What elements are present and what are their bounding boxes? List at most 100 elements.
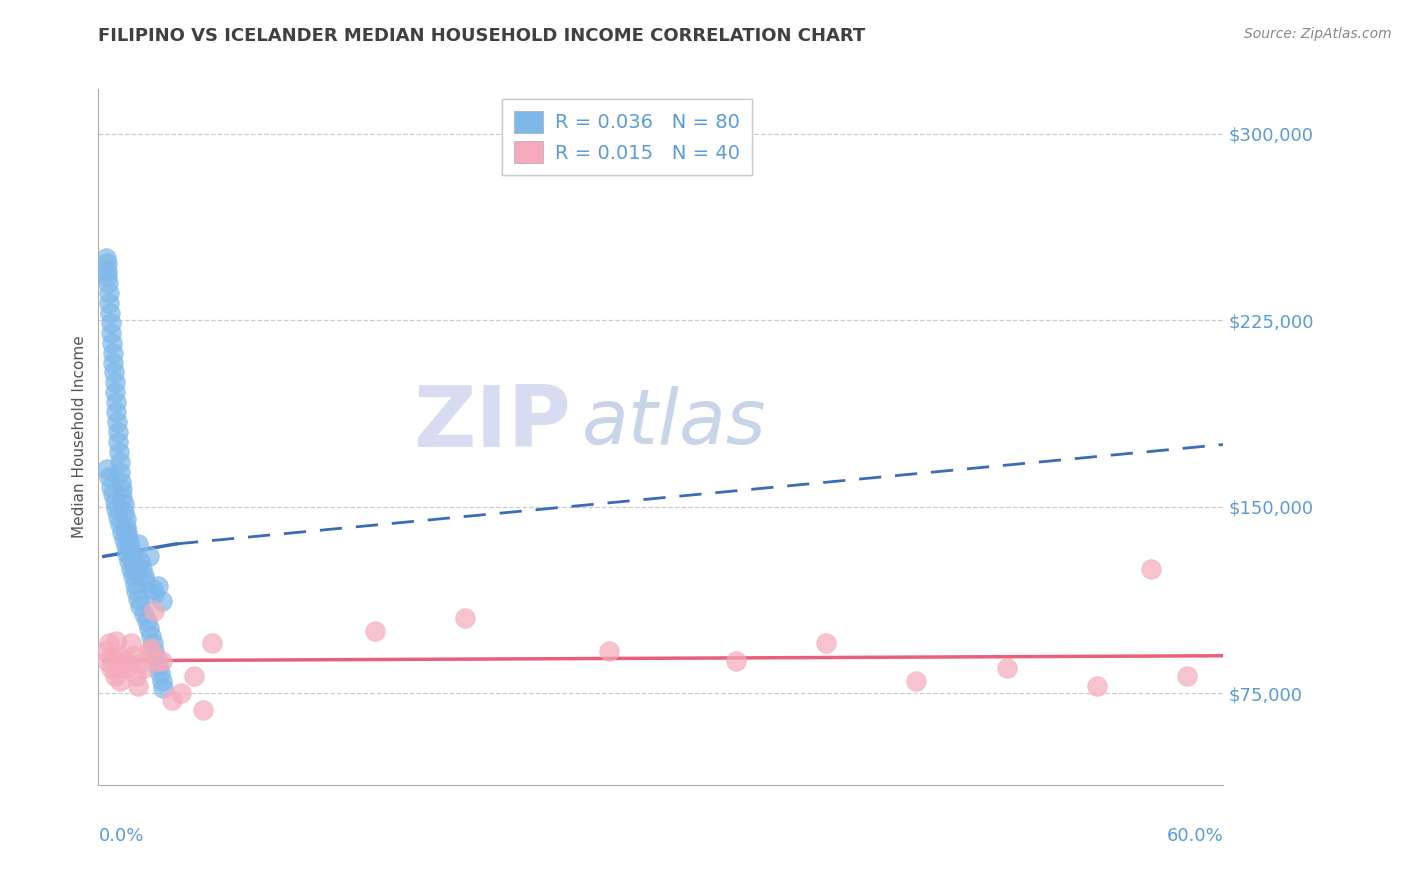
Point xyxy=(143,644,166,658)
Point xyxy=(143,604,166,618)
Point xyxy=(111,482,134,496)
Point xyxy=(152,681,174,695)
Point xyxy=(108,465,131,479)
Point xyxy=(98,285,121,300)
Point xyxy=(142,582,165,596)
Point xyxy=(814,636,837,650)
Point xyxy=(117,529,139,543)
Point xyxy=(995,661,1018,675)
Point xyxy=(114,540,136,554)
Point xyxy=(138,621,160,635)
Point xyxy=(132,607,155,621)
Point xyxy=(107,435,129,450)
Point xyxy=(124,576,146,591)
Point xyxy=(110,475,132,489)
Point xyxy=(111,524,134,539)
Point xyxy=(94,251,117,265)
Point xyxy=(96,263,118,277)
Point xyxy=(107,661,129,675)
Point xyxy=(114,519,136,533)
Point xyxy=(149,666,172,681)
Point xyxy=(112,532,135,546)
Point xyxy=(108,673,131,688)
Point xyxy=(101,335,124,350)
Point xyxy=(1085,679,1108,693)
Point xyxy=(170,686,193,700)
Point xyxy=(94,644,117,658)
Point xyxy=(127,679,149,693)
Point xyxy=(118,540,141,554)
Point xyxy=(143,587,166,601)
Point xyxy=(112,654,135,668)
Point xyxy=(112,497,135,511)
Text: Source: ZipAtlas.com: Source: ZipAtlas.com xyxy=(1244,27,1392,41)
Point xyxy=(150,594,173,608)
Point xyxy=(131,562,153,576)
Point xyxy=(100,316,122,330)
Point xyxy=(107,509,129,524)
Point xyxy=(124,559,146,574)
Point xyxy=(121,554,143,568)
Y-axis label: Median Household Income: Median Household Income xyxy=(72,335,87,539)
Point xyxy=(96,654,118,668)
Point xyxy=(125,564,148,578)
Point xyxy=(100,661,122,675)
Point xyxy=(112,505,135,519)
Point xyxy=(117,524,139,539)
Legend: R = 0.036   N = 80, R = 0.015   N = 40: R = 0.036 N = 80, R = 0.015 N = 40 xyxy=(502,99,752,175)
Text: 60.0%: 60.0% xyxy=(1167,827,1223,845)
Point xyxy=(183,668,205,682)
Point xyxy=(117,661,139,675)
Point xyxy=(125,668,148,682)
Point xyxy=(905,673,928,688)
Point xyxy=(107,648,129,663)
Point xyxy=(139,641,162,656)
Point xyxy=(142,636,165,650)
Point xyxy=(724,654,747,668)
Point xyxy=(129,554,152,568)
Point xyxy=(101,355,124,369)
Point xyxy=(105,633,128,648)
Point xyxy=(96,462,118,476)
Point xyxy=(139,629,162,643)
Point xyxy=(146,654,169,668)
Point xyxy=(101,648,124,663)
Point xyxy=(107,425,129,439)
Point xyxy=(127,591,149,606)
Point xyxy=(105,415,128,429)
Point xyxy=(146,658,169,673)
Point xyxy=(1175,668,1198,682)
Point xyxy=(104,385,127,400)
Point xyxy=(598,644,620,658)
Point xyxy=(121,648,143,663)
Point xyxy=(120,544,142,558)
Point xyxy=(125,584,148,599)
Point xyxy=(138,549,160,564)
Point xyxy=(129,599,152,613)
Point xyxy=(201,636,224,650)
Text: ZIP: ZIP xyxy=(413,382,571,465)
Point xyxy=(105,395,128,409)
Point xyxy=(118,554,141,568)
Point xyxy=(101,487,124,501)
Point xyxy=(104,668,127,682)
Point xyxy=(108,455,131,469)
Point xyxy=(120,549,142,564)
Point xyxy=(129,657,152,671)
Point xyxy=(117,547,139,561)
Point xyxy=(121,569,143,583)
Point xyxy=(100,480,122,494)
Point xyxy=(101,345,124,359)
Point xyxy=(454,611,477,625)
Point xyxy=(146,579,169,593)
Point xyxy=(136,614,159,628)
Point xyxy=(105,502,128,516)
Point xyxy=(114,654,136,668)
Point xyxy=(97,276,120,290)
Point xyxy=(363,624,385,638)
Point xyxy=(132,569,155,583)
Point xyxy=(162,693,184,707)
Point xyxy=(98,296,121,310)
Point xyxy=(98,306,121,320)
Point xyxy=(118,534,141,549)
